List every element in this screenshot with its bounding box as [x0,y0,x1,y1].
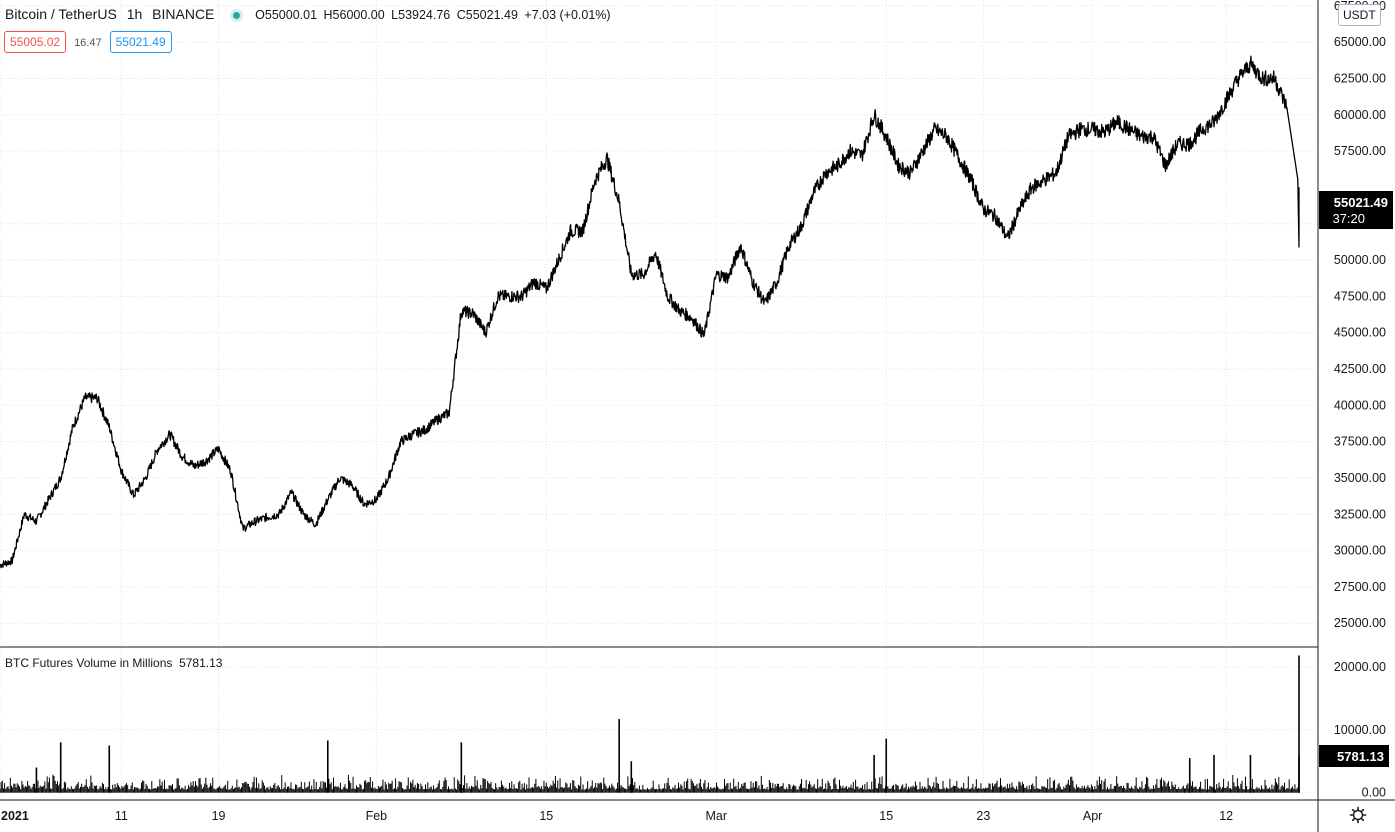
currency-button[interactable]: USDT [1338,4,1381,26]
volume-value-badge: 5781.13 [1319,745,1389,767]
volume-legend-value: 5781.13 [179,656,223,670]
price-tick-label: 32500.00 [1334,507,1386,521]
price-tick-label: 25000.00 [1334,616,1386,630]
price-tick-label: 30000.00 [1334,544,1386,558]
time-tick-label: 11 [115,809,128,823]
ask-button[interactable]: 55021.49 [109,31,172,53]
symbol-name[interactable]: Bitcoin / TetherUS [5,6,117,22]
price-tick-label: 62500.00 [1334,71,1386,85]
gear-icon[interactable] [1349,806,1367,824]
price-tick-label: 27500.00 [1334,580,1386,594]
volume-tick-label: 0.00 [1362,786,1386,800]
ohlc-values: O55000.01 H56000.00 L53924.76 C55021.49 … [255,8,613,22]
time-tick-label: Apr [1083,809,1102,823]
time-tick-label: Feb [366,809,388,823]
price-line [0,55,1300,569]
price-tick-label: 35000.00 [1334,471,1386,485]
price-tick-label: 65000.00 [1334,35,1386,49]
volume-tick-label: 20000.00 [1334,660,1386,674]
volume-axis[interactable]: 0.00 10000.00 20000.00 [1334,660,1386,800]
price-tick-label: 60000.00 [1334,108,1386,122]
volume-tick-label: 10000.00 [1334,723,1386,737]
price-tick-label: 50000.00 [1334,253,1386,267]
last-price-value: 55021.49 [1334,195,1388,210]
bid-button[interactable]: 55005.02 [4,31,67,53]
spread-value: 16.47 [74,37,102,49]
price-axis[interactable]: 25000.00 27500.00 30000.00 32500.00 35000.00… [1334,0,1386,630]
volume-title: BTC Futures Volume in Millions [5,656,173,670]
price-tick-label: 45000.00 [1334,326,1386,340]
open-value: O55000.01 [255,8,318,22]
price-tick-label: 40000.00 [1334,398,1386,412]
interval-label[interactable]: 1h [126,6,143,22]
price-tick-label: 47500.00 [1334,289,1386,303]
bar-countdown: 37:20 [1332,211,1365,226]
change-value: +7.03 (+0.01%) [524,8,611,22]
price-tick-label: 57500.00 [1334,144,1386,158]
time-tick-label: Mar [706,809,728,823]
close-value: C55021.49 [456,8,518,22]
volume-legend[interactable]: BTC Futures Volume in Millions 5781.13 [5,656,222,670]
high-value: H56000.00 [323,8,385,22]
symbol-legend[interactable]: Bitcoin / TetherUS 1h BINANCE O55000.01 … [5,6,620,22]
time-tick-label: 15 [539,809,553,823]
time-tick-label: 19 [212,809,226,823]
exchange-label: BINANCE [152,6,215,22]
grid-lines [0,0,1318,799]
last-price-badge: 55021.49 37:20 [1319,191,1393,229]
time-tick-label: 15 [879,809,893,823]
status-dot-icon[interactable] [230,9,244,22]
price-tick-label: 37500.00 [1334,435,1386,449]
svg-text:5781.13: 5781.13 [1337,749,1384,764]
time-tick-label: 2021 [1,809,29,823]
volume-bars [0,655,1300,793]
price-tick-label: 42500.00 [1334,362,1386,376]
x-axis-ticks: 2021 11 19 Feb 15 Mar 15 23 Apr 12 [1,809,1233,823]
low-value: L53924.76 [391,8,451,22]
bid-ask-panel: 55005.02 16.47 55021.49 [4,31,172,53]
time-tick-label: 12 [1219,809,1233,823]
time-tick-label: 23 [976,809,990,823]
